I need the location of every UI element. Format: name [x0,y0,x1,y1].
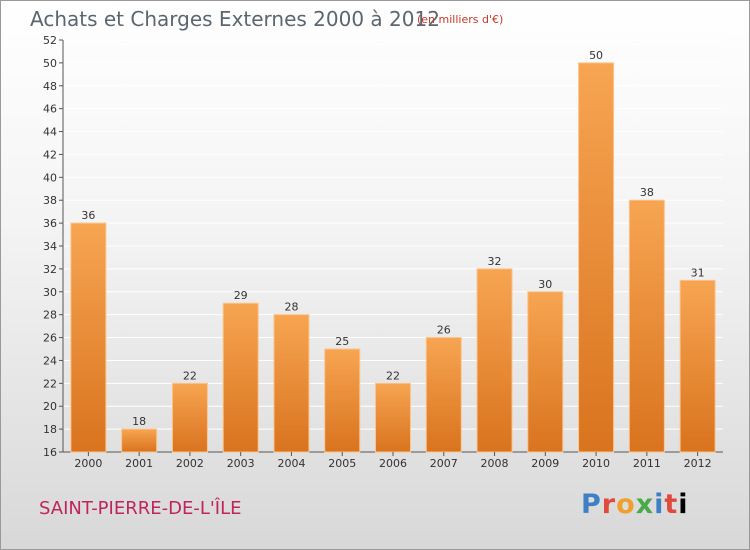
bar-2009 [527,291,564,453]
value-label-2002: 22 [183,369,197,382]
bar-2002 [171,382,208,453]
bar-2005 [324,348,361,453]
bar-2001 [121,428,158,453]
x-tick-label-2001: 2001 [125,457,153,470]
bar-2006 [375,382,411,453]
x-tick-label-2011: 2011 [633,457,661,470]
value-label-2000: 36 [81,209,95,222]
y-axis: 16 18 20 22 24 26 28 30 32 34 36 38 40 42 44 46 48 50 52 [43,34,723,459]
x-tick-label-2007: 2007 [430,457,458,470]
y-tick-label: 16 [43,446,57,459]
y-tick-label: 52 [43,34,57,47]
value-label-2005: 25 [335,335,349,348]
x-tick-label-2004: 2004 [277,457,305,470]
bars: 36 18 22 29 28 25 22 26 32 30 50 38 31 [70,49,716,453]
bar-2003 [222,302,259,453]
y-tick-label: 48 [43,80,57,93]
value-label-2006: 22 [386,369,400,382]
chart-title: Achats et Charges Externes 2000 à 2012 [30,7,440,31]
y-tick-label: 32 [43,263,57,276]
value-label-2010: 50 [589,49,603,62]
bar-2008 [476,268,513,453]
value-label-2003: 29 [234,289,248,302]
x-axis: 2000 2001 2002 2003 2004 2005 2006 2007 2008 2009… [74,452,712,470]
bar-2000 [70,222,107,453]
bar-2012 [679,279,716,453]
y-tick-label: 30 [43,286,57,299]
y-tick-label: 34 [43,240,57,253]
value-label-2012: 31 [691,266,705,279]
y-tick-label: 44 [43,126,57,139]
x-tick-label-2012: 2012 [684,457,712,470]
commune-name: SAINT-PIERRE-DE-L'ÎLE [39,498,242,519]
x-tick-label-2003: 2003 [227,457,255,470]
y-tick-label: 24 [43,354,57,367]
y-tick-label: 38 [43,194,57,207]
y-tick-label: 42 [43,148,57,161]
y-tick-label: 50 [43,57,57,70]
y-tick-label: 26 [43,332,57,345]
bar-2004 [273,314,310,453]
value-label-2007: 26 [437,324,451,337]
x-tick-label-2002: 2002 [176,457,204,470]
value-label-2009: 30 [538,278,552,291]
y-tick-label: 46 [43,103,57,116]
bar-2010 [578,62,615,453]
x-tick-label-2006: 2006 [379,457,407,470]
value-label-2011: 38 [640,186,654,199]
x-tick-label-2010: 2010 [582,457,610,470]
chart-unit: (en milliers d'€) [417,13,504,26]
x-tick-label-2005: 2005 [328,457,356,470]
bar-2007 [425,337,462,453]
value-label-2008: 32 [488,255,502,268]
y-tick-label: 22 [43,377,57,390]
x-tick-label-2009: 2009 [531,457,559,470]
proxiti-logo: Proxiti [581,489,689,520]
x-tick-label-2008: 2008 [481,457,509,470]
value-label-2001: 18 [132,415,146,428]
y-tick-label: 20 [43,400,57,413]
y-tick-label: 40 [43,171,57,184]
y-tick-label: 28 [43,309,57,322]
bar-2011 [628,199,665,453]
x-tick-label-2000: 2000 [74,457,102,470]
value-label-2004: 28 [284,301,298,314]
y-tick-label: 18 [43,423,57,436]
y-tick-label: 36 [43,217,57,230]
